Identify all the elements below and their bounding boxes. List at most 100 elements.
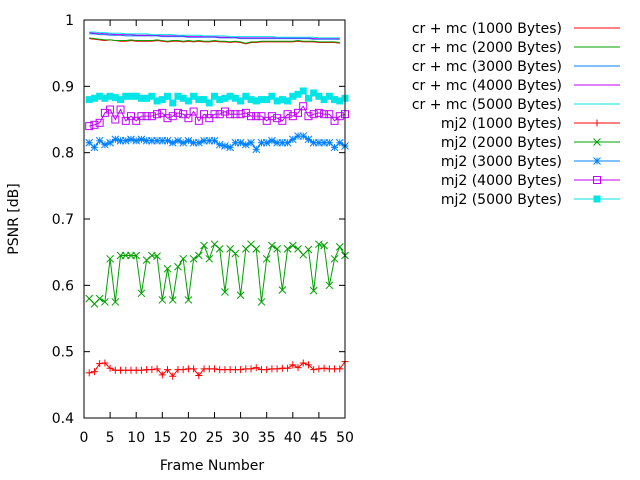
data-point-marker (174, 262, 182, 271)
data-point-marker (126, 112, 135, 121)
data-point-marker (309, 138, 318, 147)
legend-entry: mj2 (3000 Bytes) (441, 154, 620, 170)
data-point-marker (289, 361, 297, 369)
data-point-marker (336, 365, 344, 373)
data-point-marker (194, 116, 203, 125)
y-tick-label: 0.6 (52, 278, 74, 294)
data-point-marker (330, 254, 339, 263)
data-point-marker (593, 176, 601, 184)
data-point-marker (90, 143, 99, 152)
data-point-marker (132, 251, 141, 260)
data-point-marker (273, 97, 281, 105)
data-point-marker (221, 288, 229, 296)
legend-label: cr + mc (2000 Bytes) (412, 40, 562, 56)
data-point-marker (221, 94, 229, 102)
data-point-marker (236, 138, 245, 147)
data-point-marker (210, 110, 219, 119)
data-point-marker (148, 366, 156, 374)
data-point-marker (158, 108, 167, 117)
data-point-marker (247, 138, 255, 147)
data-point-marker (262, 138, 271, 147)
data-point-marker (153, 252, 161, 261)
data-point-marker (169, 372, 177, 380)
data-point-marker (184, 114, 193, 123)
x-axis-label: Frame Number (160, 458, 265, 474)
data-point-marker (315, 240, 323, 249)
series-mj2-4000-bytes (85, 102, 349, 131)
legend-entry: mj2 (1000 Bytes) (441, 116, 620, 132)
series-cr-mc-3000-bytes (89, 33, 340, 40)
data-point-marker (278, 116, 287, 125)
data-point-marker (336, 97, 344, 105)
legend-entry: mj2 (5000 Bytes) (441, 192, 620, 208)
data-point-marker (95, 136, 104, 145)
data-point-marker (593, 138, 601, 146)
x-tick-label: 15 (153, 430, 171, 446)
data-point-marker (200, 96, 208, 104)
data-point-marker (85, 96, 93, 104)
data-point-marker (164, 366, 172, 374)
data-point-marker (211, 365, 218, 373)
data-point-marker (200, 136, 208, 145)
data-point-marker (299, 87, 307, 95)
y-axis: 0.4 0.5 0.6 0.7 0.8 0.9 1 (52, 13, 345, 427)
data-point-marker (288, 241, 297, 250)
legend-entry: cr + mc (2000 Bytes) (412, 40, 620, 56)
data-point-marker (267, 112, 276, 121)
data-point-marker (179, 254, 188, 263)
data-point-marker (127, 92, 135, 100)
data-point-marker (283, 138, 292, 147)
data-point-marker (137, 289, 146, 298)
legend-entry: cr + mc (3000 Bytes) (412, 59, 620, 75)
data-point-marker (221, 142, 229, 150)
y-tick-label: 0.4 (52, 411, 74, 427)
data-point-marker (163, 136, 172, 145)
data-point-marker (273, 244, 281, 253)
data-point-marker (210, 136, 219, 145)
series-line (89, 33, 340, 40)
data-point-marker (330, 116, 339, 125)
data-point-marker (158, 96, 166, 104)
data-point-marker (215, 140, 224, 149)
data-point-marker (273, 114, 282, 123)
data-point-marker (226, 143, 235, 152)
data-point-marker (315, 365, 323, 373)
data-point-marker (215, 110, 224, 119)
legend-label: mj2 (5000 Bytes) (441, 192, 562, 208)
data-point-marker (190, 92, 198, 100)
data-point-marker (179, 138, 188, 147)
data-point-marker (111, 135, 120, 144)
data-point-marker (163, 264, 172, 273)
data-point-marker (299, 359, 307, 367)
data-point-marker (237, 97, 245, 105)
data-point-marker (205, 136, 214, 145)
data-point-marker (106, 364, 114, 372)
data-point-marker (116, 136, 125, 145)
data-point-marker (310, 366, 318, 374)
data-point-marker (169, 99, 177, 107)
data-point-marker (247, 365, 255, 373)
data-point-marker (331, 96, 339, 104)
series-line (89, 105, 346, 127)
data-point-marker (304, 112, 313, 121)
data-point-marker (283, 244, 292, 253)
data-point-marker (320, 96, 328, 104)
y-axis-label: PSNR [dB] (6, 183, 22, 254)
data-point-marker (153, 97, 161, 105)
data-point-marker (263, 366, 271, 374)
data-point-marker (247, 96, 255, 104)
data-point-marker (294, 90, 302, 98)
data-point-marker (315, 92, 323, 100)
data-point-marker (85, 138, 94, 147)
data-point-marker (268, 92, 276, 100)
data-point-marker (231, 249, 240, 258)
series-mj2-5000-bytes (85, 87, 349, 107)
data-point-marker (101, 298, 109, 306)
data-point-marker (278, 96, 286, 104)
y-tick-label: 0.9 (52, 79, 74, 95)
data-point-marker (95, 118, 104, 127)
data-point-marker (137, 135, 146, 144)
x-tick-label: 30 (232, 430, 250, 446)
data-point-marker (164, 92, 172, 100)
data-point-marker (220, 107, 229, 116)
